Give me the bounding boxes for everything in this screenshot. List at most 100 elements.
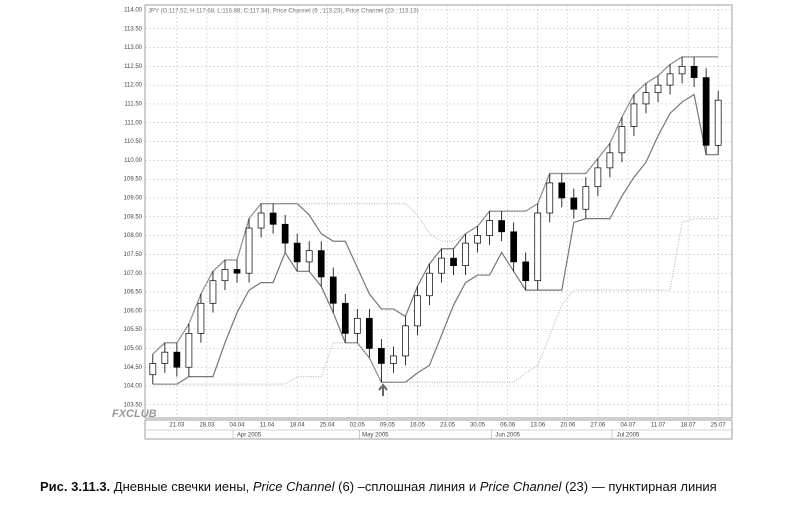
x-tick-label: 02.05: [350, 423, 366, 429]
x-tick-label: 04.04: [230, 423, 246, 429]
candle-body: [594, 167, 602, 188]
y-tick-label: 105.00: [124, 346, 143, 352]
y-tick-label: 110.00: [124, 158, 143, 164]
x-tick-label: 04.07: [620, 423, 636, 429]
channel-line: [152, 218, 719, 385]
caption-label: Рис. 3.11.3.: [40, 479, 111, 494]
arrow: [378, 383, 388, 396]
candle-body: [341, 302, 349, 334]
y-tick-label: 107.50: [124, 252, 143, 258]
candle-body: [690, 65, 698, 78]
x-tick-label: 30.05: [470, 423, 486, 429]
month-label: Jun 2005: [495, 433, 520, 439]
candle-body: [317, 250, 325, 278]
candle-body: [197, 302, 205, 334]
channel-line: [152, 56, 719, 355]
y-tick-label: 114.00: [124, 7, 143, 13]
x-tick-label: 13.06: [530, 423, 546, 429]
x-tick-label: 21.03: [169, 423, 185, 429]
candle-body: [558, 182, 566, 199]
month-label: Jul 2005: [617, 433, 640, 439]
caption-term: Price Channel: [252, 479, 335, 494]
y-tick-label: 113.50: [124, 26, 143, 32]
candle-body: [630, 103, 638, 127]
candle-body: [293, 242, 301, 263]
y-tick-label: 106.50: [124, 290, 143, 296]
x-tick-label: 16.05: [410, 423, 426, 429]
month-label: May 2005: [362, 433, 389, 439]
month-label: Apr 2005: [237, 433, 262, 439]
x-tick-label: 27.06: [590, 423, 606, 429]
y-tick-label: 105.50: [124, 327, 143, 333]
candle-body: [450, 257, 457, 267]
x-tick-label: 25.04: [320, 423, 336, 429]
candle-body: [438, 257, 445, 274]
candle-body: [281, 223, 289, 244]
y-tick-label: 109.50: [124, 177, 143, 183]
candle-body: [702, 77, 710, 146]
y-tick-label: 110.50: [124, 139, 143, 145]
plot-frame: [144, 4, 733, 419]
candle-body: [642, 92, 650, 105]
x-tick-label: 20.06: [560, 423, 576, 429]
x-tick-label: 25.07: [711, 423, 727, 429]
candle-body: [462, 242, 469, 267]
x-tick-label: 11.04: [260, 423, 275, 429]
y-tick-label: 104.50: [124, 365, 143, 371]
y-tick-label: 109.00: [124, 196, 143, 202]
y-tick-label: 104.00: [124, 384, 143, 390]
y-tick-label: 111.00: [125, 120, 143, 126]
candle-body: [329, 276, 337, 304]
caption: Рис. 3.11.3. Дневные свечки иены, Price …: [40, 479, 717, 494]
channel-line: [152, 93, 719, 385]
candle-body: [402, 325, 409, 357]
candle-body: [185, 333, 193, 368]
x-tick-label: 18.04: [290, 423, 306, 429]
y-tick-label: 112.50: [124, 64, 143, 70]
candle-body: [353, 317, 361, 334]
x-tick-label: 18.07: [681, 423, 697, 429]
candle-body: [534, 212, 542, 282]
candle-body: [257, 212, 265, 229]
candle-body: [221, 269, 229, 282]
candle-body: [546, 182, 554, 214]
candle-body: [522, 261, 530, 282]
candle-body: [606, 152, 614, 169]
caption-term: Price Channel: [479, 479, 562, 494]
candle-body: [365, 317, 373, 349]
candle-body: [305, 250, 313, 263]
candle-body: [678, 65, 686, 75]
y-tick-label: 108.50: [124, 214, 143, 220]
chart: JPY (O:117.52, H:117.68, L:116.88, C:117…: [112, 4, 733, 440]
candle-body: [486, 220, 493, 236]
candle-body: [618, 126, 626, 154]
x-tick-label: 23.05: [440, 423, 456, 429]
y-tick-label: 107.00: [124, 271, 143, 277]
x-axis-frame: [144, 419, 733, 440]
candle-body: [666, 73, 674, 86]
candle-body: [498, 220, 506, 233]
candle-body: [714, 99, 722, 146]
candle-body: [510, 231, 518, 263]
candle-body: [173, 351, 181, 368]
candle-body: [474, 235, 481, 244]
y-tick-label: 113.00: [124, 45, 143, 51]
candle-body: [209, 280, 217, 304]
candle-body: [269, 212, 277, 225]
candle-body: [570, 197, 578, 210]
candle-body: [414, 295, 421, 327]
candle-body: [654, 84, 662, 93]
y-tick-label: 108.00: [124, 233, 143, 239]
candle-body: [245, 227, 253, 274]
candle-body: [390, 355, 397, 364]
candle-body: [233, 269, 241, 274]
y-tick-label: 111.50: [125, 102, 143, 108]
x-tick-label: 09.05: [380, 423, 396, 429]
candle-body: [426, 272, 433, 297]
x-tick-label: 11.07: [651, 423, 666, 429]
candle-body: [378, 348, 385, 364]
caption-text: (6) –сплошная линия и: [334, 479, 480, 494]
y-tick-label: 103.50: [124, 402, 143, 408]
caption-text: Дневные свечки иены,: [110, 479, 253, 494]
